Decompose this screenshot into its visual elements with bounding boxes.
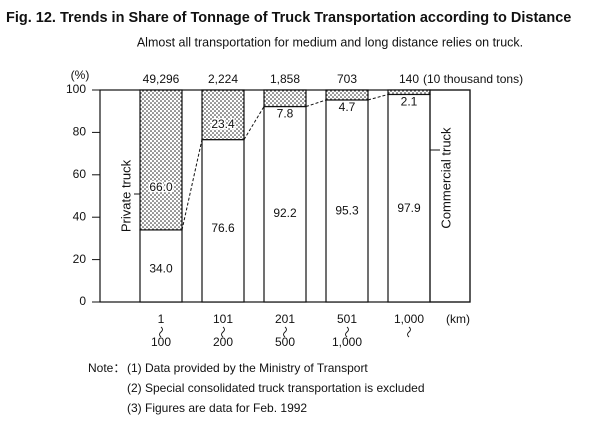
value-label: 97.9 (397, 201, 421, 215)
note: (2) Special consolidated truck transport… (127, 381, 425, 395)
note: (1) Data provided by the Ministry of Tra… (127, 361, 368, 375)
connector (243, 106, 265, 140)
bar-segment (201, 139, 245, 303)
value-label: 23.4 (211, 117, 235, 131)
bar-segment (139, 89, 183, 231)
y-tick-label: 40 (73, 209, 87, 223)
value-label: 95.3 (335, 203, 359, 217)
connector (305, 99, 327, 108)
x-tick-label: 101 (213, 312, 233, 326)
bar-segment (325, 99, 369, 303)
value-label: 4.7 (339, 100, 356, 114)
y-tick-label: 80 (73, 125, 87, 139)
total-label: 49,296 (143, 72, 180, 86)
x-tick-label: 200 (213, 335, 233, 349)
x-tick-label: 1 (158, 312, 165, 326)
notes-label: Note： (88, 361, 125, 375)
y-unit: (%) (71, 68, 90, 82)
x-tick-label: 1,000 (332, 335, 362, 349)
range-mark (407, 326, 411, 338)
connector (367, 93, 389, 101)
y-tick-label: 0 (79, 294, 86, 308)
note: (3) Figures are data for Feb. 1992 (127, 401, 307, 415)
y-tick-label: 60 (73, 167, 87, 181)
value-label: 34.0 (149, 262, 173, 276)
bar-segment (201, 89, 245, 141)
y-tick-label: 100 (66, 82, 86, 96)
connector (181, 139, 203, 231)
x-tick-label: 500 (275, 335, 295, 349)
x-tick-label: 201 (275, 312, 295, 326)
total-label: 140 (399, 72, 419, 86)
legend-commercial: Commercial truck (438, 127, 453, 229)
end-frame (429, 89, 471, 303)
value-label: 2.1 (401, 95, 418, 109)
chart-subtitle: Almost all transportation for medium and… (137, 35, 523, 49)
range-mark (159, 326, 163, 338)
total-unit: (10 thousand tons) (423, 72, 523, 86)
range-mark (283, 326, 287, 338)
bar-segment (387, 93, 431, 303)
x-unit: (km) (446, 312, 470, 326)
x-tick-label: 1,000 (394, 312, 424, 326)
value-label: 7.8 (277, 107, 294, 121)
value-label: 76.6 (211, 221, 235, 235)
bar-segment (139, 229, 183, 303)
y-tick-label: 20 (73, 252, 87, 266)
bar-segment (263, 105, 307, 303)
range-mark (345, 326, 349, 338)
x-tick-label: 501 (337, 312, 357, 326)
total-label: 1,858 (270, 72, 300, 86)
value-label: 92.2 (273, 206, 297, 220)
chart-title: Fig. 12. Trends in Share of Tonnage of T… (6, 10, 571, 26)
legend-private: Private truck (118, 159, 133, 232)
x-tick-label: 100 (151, 335, 171, 349)
range-mark (221, 326, 225, 338)
total-label: 2,224 (208, 72, 238, 86)
bar-segment (325, 89, 369, 101)
bar-segment (263, 89, 307, 108)
value-label: 66.0 (149, 180, 173, 194)
total-label: 703 (337, 72, 357, 86)
